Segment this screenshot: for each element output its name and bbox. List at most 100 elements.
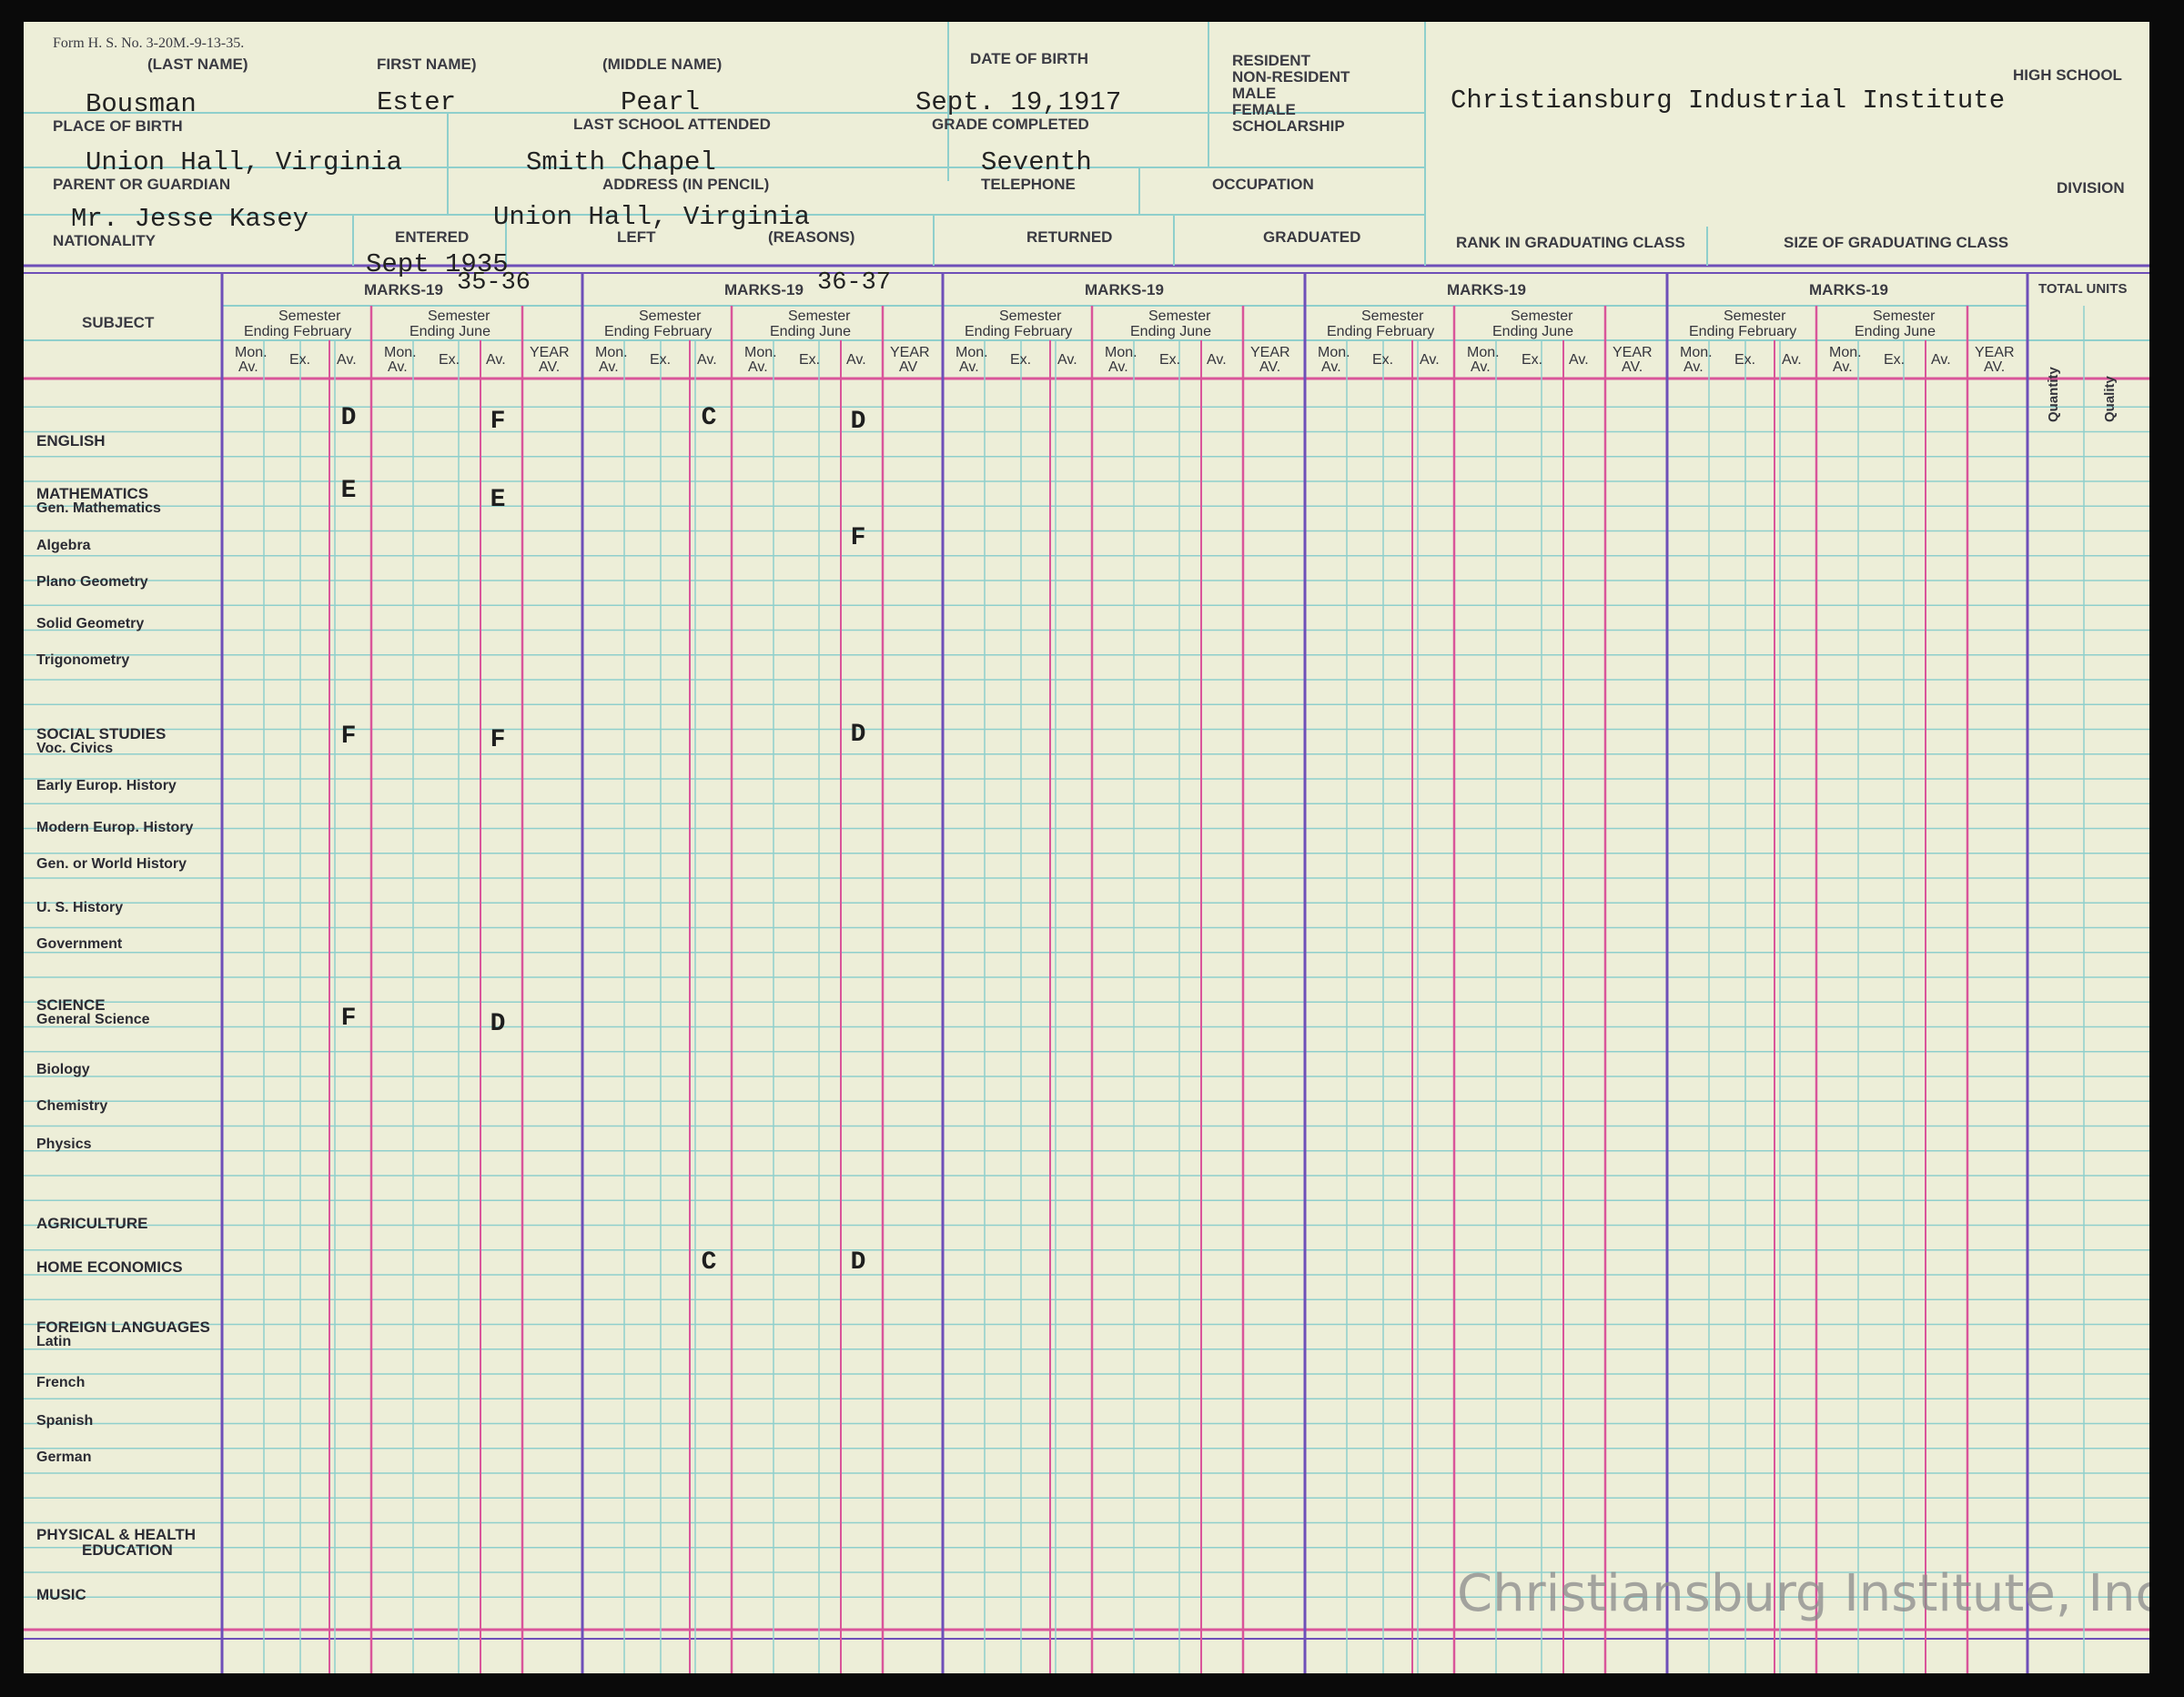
label-occupation: OCCUPATION — [1212, 176, 1314, 193]
label-last-school: LAST SCHOOL ATTENDED — [573, 116, 771, 133]
subject-label: Latin — [36, 1334, 72, 1349]
subject-label: MATHEMATICS — [36, 485, 149, 502]
year-av-label: AV. — [1259, 359, 1281, 375]
av-label: Av. — [337, 352, 357, 368]
subject-label: Modern Europ. History — [36, 820, 194, 835]
mon-av-label: Av. — [599, 359, 619, 375]
label-graduated: GRADUATED — [1263, 228, 1361, 246]
marks-year-value: 35-36 — [457, 269, 531, 297]
ending-february-label: Ending February — [244, 324, 352, 339]
label-telephone: TELEPHONE — [981, 176, 1076, 193]
av-label: Av. — [1057, 352, 1077, 368]
value-parent: Mr. Jesse Kasey — [71, 204, 309, 234]
semester-label: Semester — [1361, 308, 1424, 324]
subject-label: Government — [36, 936, 123, 952]
label-nationality: NATIONALITY — [53, 232, 157, 249]
av-label: Av. — [486, 352, 506, 368]
grade-mark: D — [850, 408, 866, 436]
value-high-school: Christiansburg Industrial Institute — [1451, 86, 2006, 116]
subject-label: Algebra — [36, 538, 91, 553]
subject-label: Solid Geometry — [36, 616, 145, 631]
mon-av-label: Av. — [1108, 359, 1128, 375]
ex-label: Ex. — [289, 352, 311, 368]
label-high-school: HIGH SCHOOL — [2013, 66, 2122, 84]
year-label: YEAR — [1613, 345, 1653, 360]
marks-year-label: MARKS-19 — [1447, 281, 1526, 298]
label-returned: RETURNED — [1026, 228, 1113, 246]
marks-year-label: MARKS-19 — [364, 281, 443, 298]
ending-february-label: Ending February — [965, 324, 1073, 339]
label-address: ADDRESS (IN PENCIL) — [602, 176, 770, 193]
record-card: Form H. S. No. 3-20M.-9-13-35. (LAST NAM… — [24, 22, 2149, 1673]
subject-label: Physics — [36, 1136, 92, 1152]
mon-av-label: Av. — [388, 359, 408, 375]
grade-mark: C — [701, 404, 717, 432]
ex-label: Ex. — [439, 352, 460, 368]
value-first-name: Ester — [377, 87, 457, 117]
ending-june-label: Ending June — [1130, 324, 1211, 339]
semester-label: Semester — [278, 308, 341, 324]
ex-label: Ex. — [1522, 352, 1543, 368]
mon-av-label: Av. — [1321, 359, 1341, 375]
subject-label: Gen. or World History — [36, 856, 187, 872]
label-entered: ENTERED — [395, 228, 470, 246]
av-label: Av. — [1782, 352, 1802, 368]
mon-label: Mon. — [956, 345, 988, 360]
av-label: Av. — [846, 352, 866, 368]
semester-label: Semester — [999, 308, 1062, 324]
subject-label: PHYSICAL & HEALTH — [36, 1526, 197, 1543]
label-female: FEMALE — [1232, 101, 1296, 118]
ending-february-label: Ending February — [1689, 324, 1797, 339]
grade-mark: E — [490, 486, 506, 514]
subject-label: HOME ECONOMICS — [36, 1258, 183, 1276]
ex-label: Ex. — [650, 352, 672, 368]
ending-june-label: Ending June — [1492, 324, 1573, 339]
label-middle-name: (MIDDLE NAME) — [602, 56, 723, 73]
subject-label: SCIENCE — [36, 996, 106, 1014]
year-label: YEAR — [890, 345, 930, 360]
label-place-of-birth: PLACE OF BIRTH — [53, 117, 183, 135]
ex-label: Ex. — [1372, 352, 1394, 368]
year-av-label: AV. — [1622, 359, 1643, 375]
value-grade-completed: Seventh — [981, 147, 1092, 177]
grade-mark: F — [490, 726, 506, 754]
label-resident: RESIDENT — [1232, 52, 1310, 69]
value-place-of-birth: Union Hall, Virginia — [86, 147, 403, 177]
label-grade-completed: GRADE COMPLETED — [932, 116, 1089, 133]
semester-label: Semester — [1511, 308, 1573, 324]
ex-label: Ex. — [1734, 352, 1756, 368]
ending-june-label: Ending June — [410, 324, 490, 339]
marks-year-label: MARKS-19 — [724, 281, 804, 298]
grade-mark: D — [340, 404, 357, 432]
label-scholarship: SCHOLARSHIP — [1232, 117, 1345, 135]
subject-label: French — [36, 1375, 86, 1390]
mon-av-label: Av. — [959, 359, 979, 375]
subject-label: Voc. Civics — [36, 741, 114, 756]
grade-mark: D — [850, 1248, 866, 1277]
mon-label: Mon. — [1318, 345, 1350, 360]
subject-label: Spanish — [36, 1413, 94, 1429]
year-av-label: AV — [899, 359, 918, 375]
year-av-label: AV. — [1984, 359, 2006, 375]
av-label: Av. — [697, 352, 717, 368]
semester-label: Semester — [788, 308, 851, 324]
label-reasons: (REASONS) — [768, 228, 855, 246]
ex-label: Ex. — [1159, 352, 1181, 368]
av-label: Av. — [1207, 352, 1227, 368]
ex-label: Ex. — [1010, 352, 1032, 368]
label-left: LEFT — [617, 228, 656, 246]
mon-av-label: Av. — [238, 359, 258, 375]
semester-label: Semester — [1724, 308, 1786, 324]
quantity-label: Quantity — [2046, 367, 2061, 422]
label-division: DIVISION — [2057, 179, 2125, 197]
total-units-label: TOTAL UNITS — [2038, 281, 2128, 297]
mon-label: Mon. — [1680, 345, 1713, 360]
marks-year-label: MARKS-19 — [1085, 281, 1164, 298]
subject-label: FOREIGN LANGUAGES — [36, 1318, 210, 1336]
value-address: Union Hall, Virginia — [493, 202, 811, 232]
subject-label: MUSIC — [36, 1586, 86, 1603]
subject-label: Gen. Mathematics — [36, 500, 161, 516]
value-last-name: Bousman — [86, 89, 197, 119]
label-parent: PARENT OR GUARDIAN — [53, 176, 231, 193]
subject-label: Chemistry — [36, 1098, 108, 1114]
